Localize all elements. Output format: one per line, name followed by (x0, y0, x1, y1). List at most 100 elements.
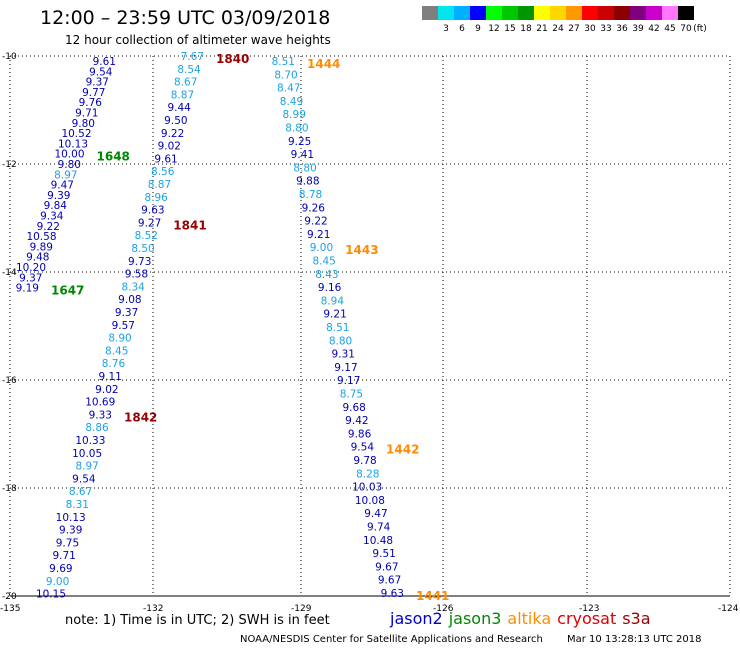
wave-height-value: 8.80 (285, 123, 308, 135)
wave-height-value: 9.21 (323, 309, 346, 321)
wave-height-value: 8.70 (274, 69, 297, 81)
wave-height-value: 9.02 (95, 384, 118, 396)
longitude-ticks: -135 -132 -129 -126 -123 -124 (0, 604, 739, 614)
wave-height-value: 9.21 (307, 229, 330, 241)
legend-swatch (582, 6, 598, 20)
longitude-tick-label: -126 (433, 604, 454, 614)
latitude-tick-label: -14 (2, 268, 17, 278)
longitude-tick-label: -135 (0, 604, 20, 614)
wave-height-value: 8.56 (151, 166, 175, 178)
wave-height-value: 8.28 (356, 468, 379, 480)
wave-height-value: 9.78 (353, 455, 376, 467)
wave-height-value: 10.03 (352, 482, 382, 494)
wave-height-value: 9.54 (89, 66, 113, 78)
longitude-tick-label: -124 (718, 604, 739, 614)
wave-height-value: 8.45 (312, 256, 335, 268)
latitude-tick-label: -16 (2, 376, 17, 386)
wave-height-value: 10.20 (16, 262, 46, 274)
longitude-tick-label: -129 (291, 604, 312, 614)
longitude-tick-label: -132 (143, 604, 163, 614)
legend-swatch-label: 12 (488, 24, 500, 34)
wave-height-value: 8.52 (135, 230, 158, 242)
wave-height-value: 9.25 (288, 136, 311, 148)
wave-height-value: 8.67 (174, 77, 197, 89)
satellite-legend-entry: s3a (622, 609, 651, 628)
wave-height-value: 10.58 (26, 231, 56, 243)
wave-height-value: 9.00 (310, 242, 333, 254)
chart-title: 12:00 – 23:59 UTC 03/09/2018 (40, 7, 331, 29)
wave-height-value: 9.11 (98, 371, 121, 383)
pass-time-label: 1443 (345, 243, 378, 257)
wave-height-value: 9.86 (348, 428, 372, 440)
legend-swatch (646, 6, 662, 20)
wave-height-value: 8.99 (283, 109, 306, 121)
wave-height-value: 9.89 (30, 241, 53, 253)
legend-swatch (502, 6, 518, 20)
footnote: note: 1) Time is in UTC; 2) SWH is in fe… (65, 613, 330, 628)
wave-height-value: 10.15 (36, 589, 66, 601)
wave-height-value: 9.51 (372, 548, 395, 560)
wave-height-value: 8.86 (85, 422, 109, 434)
wave-height-value: 9.61 (93, 56, 116, 68)
legend-unit: (ft) (693, 24, 707, 34)
legend-swatch-label: 21 (536, 24, 548, 34)
legend-swatch-label: 42 (648, 24, 660, 34)
wave-height-value: 10.00 (54, 149, 84, 161)
wave-height-value: 10.08 (355, 495, 385, 507)
legend-swatch (678, 6, 694, 20)
legend-swatch (550, 6, 566, 20)
pass-time-label: 1442 (386, 443, 419, 457)
wave-height-value: 9.16 (318, 282, 342, 294)
wave-height-value: 9.48 (26, 252, 49, 264)
generation-timestamp: Mar 10 13:28:13 UTC 2018 (567, 634, 702, 645)
wave-height-value: 8.87 (171, 89, 194, 101)
wave-height-value: 9.54 (72, 473, 96, 485)
wave-height-value: 9.41 (291, 149, 314, 161)
latitude-tick-label: -20 (2, 592, 17, 602)
wave-height-value: 9.19 (16, 283, 39, 295)
legend-swatch (534, 6, 550, 20)
legend-swatch-label: 18 (520, 24, 532, 34)
legend-swatch (518, 6, 534, 20)
wave-height-value: 9.42 (345, 415, 368, 427)
pass-time-labels: 1648 1647 1840 1841 1842 1444 1443 1442 1441 (51, 52, 449, 603)
legend-swatch-label: 30 (584, 24, 596, 34)
wave-height-value: 9.63 (381, 588, 404, 600)
legend-swatch-label: 36 (616, 24, 628, 34)
wave-height-value: 8.97 (75, 461, 98, 473)
wave-height-value: 8.78 (299, 189, 322, 201)
wave-height-value: 9.22 (304, 216, 327, 228)
wave-height-value: 9.22 (161, 128, 184, 140)
satellite-legend-entry: cryosat (557, 609, 617, 628)
legend-swatch (454, 6, 470, 20)
wave-height-value: 9.37 (115, 307, 138, 319)
wave-height-value: 8.34 (121, 281, 145, 293)
wave-height-value: 9.08 (118, 294, 141, 306)
wave-height-value: 8.31 (66, 499, 89, 511)
grid-lines (10, 56, 730, 596)
wave-height-value: 8.80 (329, 335, 352, 347)
legend-swatch (630, 6, 646, 20)
wave-height-value: 9.67 (378, 575, 401, 587)
legend-swatch (614, 6, 630, 20)
wave-height-value: 9.39 (47, 190, 70, 202)
satellite-legend-entry: jason2 (390, 609, 443, 628)
legend-swatch (662, 6, 678, 20)
wave-height-value: 9.17 (337, 375, 360, 387)
legend-swatch-label: 15 (504, 24, 516, 34)
wave-height-value: 7.67 (181, 51, 204, 63)
wave-height-value: 10.13 (58, 138, 88, 150)
wave-height-value: 9.88 (296, 176, 319, 188)
wave-height-value: 9.00 (46, 576, 69, 588)
wave-height-value: 9.39 (59, 525, 82, 537)
pass-time-label: 1441 (416, 589, 449, 603)
latitude-tick-label: -10 (2, 52, 17, 62)
wave-height-value: 9.02 (158, 141, 181, 153)
wave-height-value: 10.13 (56, 512, 86, 524)
wave-height-value: 9.26 (302, 202, 326, 214)
wave-height-value: 10.33 (75, 435, 105, 447)
latitude-ticks: -10 -12 -14 -16 -18 -20 (2, 52, 17, 602)
wave-height-value: 9.80 (58, 159, 81, 171)
pass-time-label: 1842 (124, 410, 157, 424)
wave-height-value: 9.75 (56, 537, 79, 549)
